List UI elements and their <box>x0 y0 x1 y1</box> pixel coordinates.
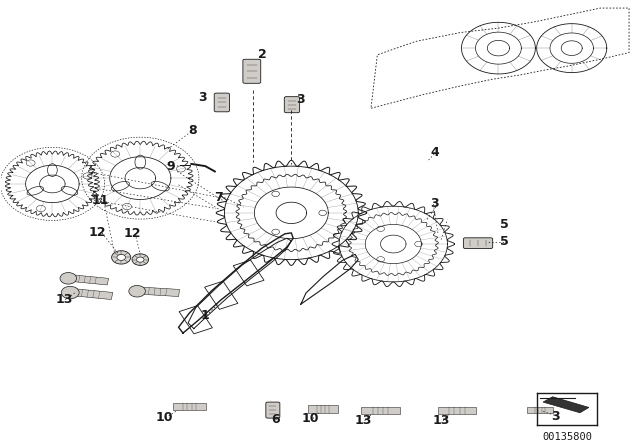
Ellipse shape <box>135 155 146 169</box>
Circle shape <box>111 151 120 157</box>
Polygon shape <box>136 287 180 297</box>
Text: 5: 5 <box>500 235 509 248</box>
Text: 3: 3 <box>296 93 305 106</box>
Polygon shape <box>308 405 339 413</box>
Circle shape <box>132 254 148 265</box>
Text: 12: 12 <box>124 227 141 240</box>
Text: 2: 2 <box>259 48 267 61</box>
Polygon shape <box>173 403 206 410</box>
Text: 3: 3 <box>198 90 207 103</box>
Circle shape <box>61 286 79 299</box>
Polygon shape <box>438 406 476 414</box>
Text: 3: 3 <box>552 410 560 423</box>
Text: 6: 6 <box>271 414 280 426</box>
Text: 13: 13 <box>55 293 72 306</box>
Text: 5: 5 <box>500 217 509 231</box>
Ellipse shape <box>47 164 57 177</box>
Ellipse shape <box>151 181 169 191</box>
Circle shape <box>117 254 125 260</box>
FancyBboxPatch shape <box>266 402 280 418</box>
Ellipse shape <box>111 181 129 191</box>
Circle shape <box>415 241 422 247</box>
Text: 13: 13 <box>433 414 450 427</box>
Polygon shape <box>205 281 238 309</box>
Circle shape <box>177 166 186 172</box>
Polygon shape <box>233 260 264 286</box>
FancyBboxPatch shape <box>284 97 300 113</box>
Ellipse shape <box>27 186 44 195</box>
Text: 9: 9 <box>166 159 175 172</box>
Text: 10: 10 <box>301 412 319 425</box>
Text: 00135800: 00135800 <box>542 432 592 442</box>
Text: 12: 12 <box>88 226 106 239</box>
Text: 10: 10 <box>155 411 173 424</box>
Polygon shape <box>362 406 399 414</box>
Circle shape <box>136 257 144 262</box>
Circle shape <box>377 226 385 232</box>
Text: 11: 11 <box>92 194 109 207</box>
Circle shape <box>60 272 77 284</box>
Text: 4: 4 <box>430 146 439 159</box>
Polygon shape <box>68 288 113 300</box>
Circle shape <box>129 285 145 297</box>
FancyBboxPatch shape <box>243 59 260 83</box>
Text: 13: 13 <box>355 414 372 427</box>
FancyBboxPatch shape <box>214 93 230 112</box>
Circle shape <box>111 251 131 264</box>
Circle shape <box>319 210 326 215</box>
Polygon shape <box>543 397 589 413</box>
Polygon shape <box>67 274 109 285</box>
Circle shape <box>83 173 92 179</box>
FancyBboxPatch shape <box>463 238 493 249</box>
Text: 1: 1 <box>201 309 210 322</box>
Ellipse shape <box>61 186 77 195</box>
Text: 7: 7 <box>214 191 223 204</box>
Polygon shape <box>527 407 552 414</box>
Circle shape <box>377 257 385 262</box>
Polygon shape <box>179 306 212 334</box>
Circle shape <box>123 203 132 210</box>
Text: 3: 3 <box>430 198 439 211</box>
Circle shape <box>26 160 35 166</box>
Circle shape <box>36 205 45 211</box>
Circle shape <box>272 191 280 197</box>
Text: 8: 8 <box>188 124 197 137</box>
Circle shape <box>272 229 280 234</box>
